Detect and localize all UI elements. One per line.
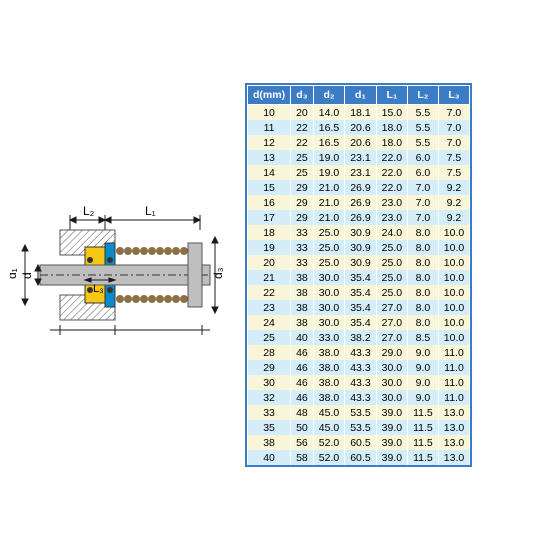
table-row: 193325.030.925.08.010.0 xyxy=(248,240,470,255)
table-row: 112216.520.618.05.57.0 xyxy=(248,120,470,135)
table-row: 233830.035.427.08.010.0 xyxy=(248,300,470,315)
table-row: 223830.035.425.08.010.0 xyxy=(248,285,470,300)
table-row: 324638.043.330.09.011.0 xyxy=(248,390,470,405)
table-row: 355045.053.539.011.513.0 xyxy=(248,420,470,435)
col-header: d(mm) xyxy=(248,86,291,105)
dimensions-table-container: d(mm)d₃d₂d₁L₁L₂L₃ 102014.018.115.05.57.0… xyxy=(245,83,472,467)
table-row: 254033.038.227.08.510.0 xyxy=(248,330,470,345)
col-header: L₃ xyxy=(438,86,469,105)
col-header: d₂ xyxy=(313,86,344,105)
table-row: 162921.026.923.07.09.2 xyxy=(248,195,470,210)
label-d3: d₃ xyxy=(211,267,225,279)
label-L3: L₃ xyxy=(93,283,104,295)
col-header: L₁ xyxy=(376,86,407,105)
label-L1: L₁ xyxy=(145,204,156,218)
table-row: 102014.018.115.05.57.0 xyxy=(248,105,470,121)
table-row: 142519.023.122.06.07.5 xyxy=(248,165,470,180)
dimensions-table: d(mm)d₃d₂d₁L₁L₂L₃ 102014.018.115.05.57.0… xyxy=(247,85,470,465)
table-row: 294638.043.330.09.011.0 xyxy=(248,360,470,375)
table-row: 132519.023.122.06.07.5 xyxy=(248,150,470,165)
col-header: L₂ xyxy=(408,86,439,105)
table-row: 405852.060.539.011.513.0 xyxy=(248,450,470,465)
table-row: 172921.026.923.07.09.2 xyxy=(248,210,470,225)
table-row: 243830.035.427.08.010.0 xyxy=(248,315,470,330)
table-row: 334845.053.539.011.513.0 xyxy=(248,405,470,420)
table-row: 122216.520.618.05.57.0 xyxy=(248,135,470,150)
col-header: d₃ xyxy=(291,86,314,105)
table-row: 213830.035.425.08.010.0 xyxy=(248,270,470,285)
table-row: 304638.043.330.09.011.0 xyxy=(248,375,470,390)
col-header: d₁ xyxy=(345,86,376,105)
label-d: d xyxy=(20,272,34,279)
table-row: 203325.030.925.08.010.0 xyxy=(248,255,470,270)
table-row: 183325.030.924.08.010.0 xyxy=(248,225,470,240)
table-row: 152921.026.922.07.09.2 xyxy=(248,180,470,195)
label-d1: d₁ xyxy=(10,268,19,279)
table-row: 385652.060.539.011.513.0 xyxy=(248,435,470,450)
seal-cross-section-diagram: L₂ L₁ L₃ xyxy=(10,175,230,375)
label-L2: L₂ xyxy=(83,204,95,218)
table-row: 284638.043.329.09.011.0 xyxy=(248,345,470,360)
